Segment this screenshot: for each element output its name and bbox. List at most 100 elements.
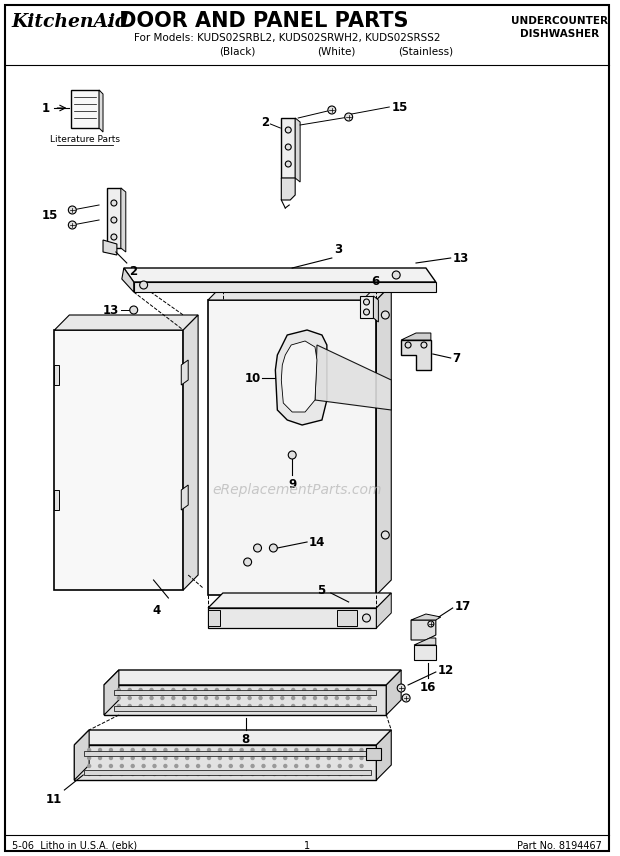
Circle shape (229, 764, 232, 768)
Polygon shape (411, 620, 436, 640)
Circle shape (237, 697, 240, 699)
Circle shape (397, 684, 405, 692)
Polygon shape (315, 345, 391, 410)
Text: 7: 7 (453, 352, 461, 365)
Circle shape (140, 281, 148, 289)
Circle shape (259, 688, 262, 692)
Circle shape (131, 764, 134, 768)
Circle shape (142, 772, 145, 776)
Text: 5: 5 (317, 585, 325, 597)
Circle shape (339, 757, 341, 759)
Text: 15: 15 (42, 209, 58, 222)
Circle shape (303, 688, 306, 692)
Polygon shape (401, 333, 431, 340)
Circle shape (229, 772, 232, 776)
Circle shape (262, 764, 265, 768)
Polygon shape (134, 282, 436, 292)
Circle shape (349, 757, 352, 759)
Circle shape (248, 688, 251, 692)
Polygon shape (71, 90, 99, 128)
Polygon shape (114, 706, 376, 711)
Circle shape (421, 342, 427, 348)
Circle shape (402, 694, 410, 702)
Circle shape (161, 704, 164, 708)
Circle shape (87, 757, 91, 759)
Circle shape (226, 697, 229, 699)
Circle shape (164, 764, 167, 768)
Circle shape (111, 217, 117, 223)
Circle shape (186, 757, 188, 759)
Circle shape (226, 688, 229, 692)
Circle shape (237, 704, 240, 708)
Circle shape (117, 688, 120, 692)
Polygon shape (386, 670, 401, 715)
Circle shape (153, 772, 156, 776)
Circle shape (306, 757, 309, 759)
Circle shape (381, 311, 389, 319)
Circle shape (281, 704, 284, 708)
Polygon shape (208, 610, 220, 626)
Circle shape (314, 704, 316, 708)
Text: 14: 14 (309, 536, 326, 549)
Polygon shape (84, 770, 371, 775)
Circle shape (99, 748, 102, 752)
Circle shape (262, 748, 265, 752)
Circle shape (294, 764, 298, 768)
Circle shape (68, 221, 76, 229)
Polygon shape (104, 670, 401, 685)
Text: eReplacementParts.com: eReplacementParts.com (213, 483, 382, 497)
Text: 13: 13 (103, 304, 119, 317)
Circle shape (346, 688, 349, 692)
Circle shape (183, 704, 186, 708)
Circle shape (251, 748, 254, 752)
Polygon shape (74, 730, 391, 745)
Polygon shape (414, 638, 436, 645)
Circle shape (316, 764, 319, 768)
Circle shape (248, 704, 251, 708)
Circle shape (288, 451, 296, 459)
Circle shape (240, 757, 243, 759)
Circle shape (208, 764, 210, 768)
Circle shape (164, 772, 167, 776)
Circle shape (327, 757, 330, 759)
Circle shape (139, 704, 142, 708)
Circle shape (193, 704, 197, 708)
Circle shape (363, 309, 370, 315)
Circle shape (240, 748, 243, 752)
Circle shape (150, 697, 153, 699)
Polygon shape (376, 285, 391, 595)
Polygon shape (184, 315, 198, 590)
Polygon shape (208, 300, 376, 595)
Circle shape (363, 299, 370, 305)
Circle shape (360, 772, 363, 776)
Circle shape (306, 764, 309, 768)
Circle shape (215, 704, 218, 708)
Circle shape (284, 757, 287, 759)
Circle shape (251, 764, 254, 768)
Circle shape (240, 764, 243, 768)
Circle shape (197, 748, 200, 752)
Polygon shape (181, 485, 188, 510)
Circle shape (186, 748, 188, 752)
Circle shape (164, 757, 167, 759)
Circle shape (208, 757, 210, 759)
Circle shape (314, 697, 316, 699)
Text: Part No. 8194467: Part No. 8194467 (517, 841, 602, 851)
Circle shape (218, 772, 221, 776)
Circle shape (120, 748, 123, 752)
Text: 11: 11 (46, 793, 63, 806)
Polygon shape (74, 745, 376, 780)
Circle shape (327, 764, 330, 768)
Circle shape (197, 757, 200, 759)
Text: For Models: KUDS02SRBL2, KUDS02SRWH2, KUDS02SRSS2: For Models: KUDS02SRBL2, KUDS02SRWH2, KU… (134, 33, 440, 43)
Circle shape (215, 688, 218, 692)
Circle shape (87, 764, 91, 768)
Circle shape (186, 764, 188, 768)
Circle shape (99, 757, 102, 759)
Circle shape (120, 772, 123, 776)
Polygon shape (281, 118, 295, 178)
Circle shape (284, 772, 287, 776)
Circle shape (111, 234, 117, 240)
Circle shape (360, 764, 363, 768)
Polygon shape (373, 296, 378, 322)
